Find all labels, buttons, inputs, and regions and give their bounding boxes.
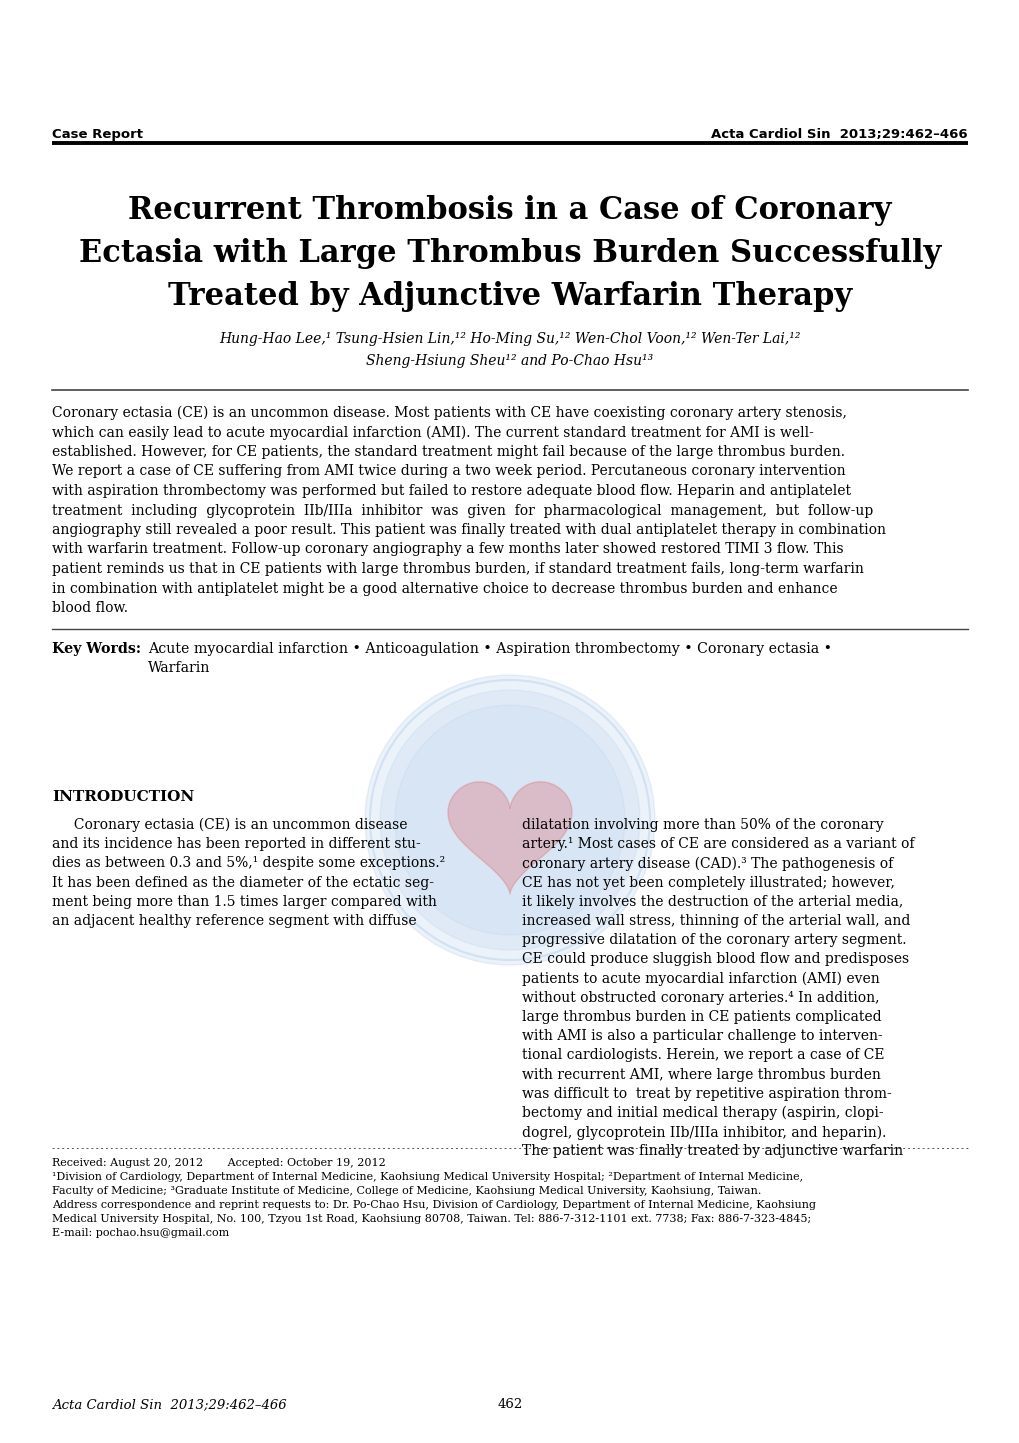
Text: Acta Cardiol Sin  2013;29:462–466: Acta Cardiol Sin 2013;29:462–466 bbox=[710, 128, 967, 141]
Text: coronary artery disease (CAD).³ The pathogenesis of: coronary artery disease (CAD).³ The path… bbox=[522, 856, 893, 870]
Text: Coronary ectasia (CE) is an uncommon disease: Coronary ectasia (CE) is an uncommon dis… bbox=[52, 818, 408, 833]
Text: Received: August 20, 2012       Accepted: October 19, 2012: Received: August 20, 2012 Accepted: Octo… bbox=[52, 1157, 385, 1167]
Text: dilatation involving more than 50% of the coronary: dilatation involving more than 50% of th… bbox=[522, 818, 882, 833]
Text: blood flow.: blood flow. bbox=[52, 600, 127, 615]
Polygon shape bbox=[447, 782, 572, 893]
Text: It has been defined as the diameter of the ectatic seg-: It has been defined as the diameter of t… bbox=[52, 876, 433, 889]
Text: increased wall stress, thinning of the arterial wall, and: increased wall stress, thinning of the a… bbox=[522, 913, 910, 928]
Text: Treated by Adjunctive Warfarin Therapy: Treated by Adjunctive Warfarin Therapy bbox=[168, 281, 851, 312]
Text: Acta Cardiol Sin  2013;29:462–466: Acta Cardiol Sin 2013;29:462–466 bbox=[52, 1398, 286, 1411]
Text: without obstructed coronary arteries.⁴ In addition,: without obstructed coronary arteries.⁴ I… bbox=[522, 991, 878, 1004]
Text: it likely involves the destruction of the arterial media,: it likely involves the destruction of th… bbox=[522, 895, 903, 909]
Text: dies as between 0.3 and 5%,¹ despite some exceptions.²: dies as between 0.3 and 5%,¹ despite som… bbox=[52, 856, 445, 870]
Text: which can easily lead to acute myocardial infarction (AMI). The current standard: which can easily lead to acute myocardia… bbox=[52, 426, 813, 440]
Text: established. However, for CE patients, the standard treatment might fail because: established. However, for CE patients, t… bbox=[52, 444, 844, 459]
Text: large thrombus burden in CE patients complicated: large thrombus burden in CE patients com… bbox=[522, 1010, 880, 1025]
Text: ment being more than 1.5 times larger compared with: ment being more than 1.5 times larger co… bbox=[52, 895, 436, 909]
Text: CE could produce sluggish blood flow and predisposes: CE could produce sluggish blood flow and… bbox=[522, 952, 908, 967]
Text: ¹Division of Cardiology, Department of Internal Medicine, Kaohsiung Medical Univ: ¹Division of Cardiology, Department of I… bbox=[52, 1172, 802, 1182]
Text: E-mail: pochao.hsu@gmail.com: E-mail: pochao.hsu@gmail.com bbox=[52, 1228, 229, 1238]
Text: in combination with antiplatelet might be a good alternative choice to decrease : in combination with antiplatelet might b… bbox=[52, 582, 837, 596]
Text: Faculty of Medicine; ³Graduate Institute of Medicine, College of Medicine, Kaohs: Faculty of Medicine; ³Graduate Institute… bbox=[52, 1186, 760, 1196]
Text: with warfarin treatment. Follow-up coronary angiography a few months later showe: with warfarin treatment. Follow-up coron… bbox=[52, 543, 843, 557]
Text: artery.¹ Most cases of CE are considered as a variant of: artery.¹ Most cases of CE are considered… bbox=[522, 837, 914, 851]
Text: Sheng-Hsiung Sheu¹² and Po-Chao Hsu¹³: Sheng-Hsiung Sheu¹² and Po-Chao Hsu¹³ bbox=[366, 354, 653, 368]
Text: treatment  including  glycoprotein  IIb/IIIa  inhibitor  was  given  for  pharma: treatment including glycoprotein IIb/III… bbox=[52, 504, 872, 518]
Text: progressive dilatation of the coronary artery segment.: progressive dilatation of the coronary a… bbox=[522, 934, 906, 947]
Text: Ectasia with Large Thrombus Burden Successfully: Ectasia with Large Thrombus Burden Succe… bbox=[78, 238, 941, 268]
Text: We report a case of CE suffering from AMI twice during a two week period. Percut: We report a case of CE suffering from AM… bbox=[52, 465, 845, 479]
Circle shape bbox=[365, 675, 654, 965]
Text: with aspiration thrombectomy was performed but failed to restore adequate blood : with aspiration thrombectomy was perform… bbox=[52, 483, 850, 498]
Text: was difficult to  treat by repetitive aspiration throm-: was difficult to treat by repetitive asp… bbox=[522, 1087, 891, 1101]
Text: Case Report: Case Report bbox=[52, 128, 143, 141]
Circle shape bbox=[380, 690, 639, 949]
Text: with AMI is also a particular challenge to interven-: with AMI is also a particular challenge … bbox=[522, 1029, 881, 1043]
Text: tional cardiologists. Herein, we report a case of CE: tional cardiologists. Herein, we report … bbox=[522, 1049, 883, 1062]
Text: an adjacent healthy reference segment with diffuse: an adjacent healthy reference segment wi… bbox=[52, 913, 416, 928]
Text: and its incidence has been reported in different stu-: and its incidence has been reported in d… bbox=[52, 837, 421, 851]
Text: 462: 462 bbox=[497, 1398, 522, 1411]
Text: Coronary ectasia (CE) is an uncommon disease. Most patients with CE have coexist: Coronary ectasia (CE) is an uncommon dis… bbox=[52, 405, 846, 420]
Text: The patient was finally treated by adjunctive warfarin: The patient was finally treated by adjun… bbox=[522, 1144, 902, 1159]
Text: bectomy and initial medical therapy (aspirin, clopi-: bectomy and initial medical therapy (asp… bbox=[522, 1105, 882, 1120]
Text: Key Words:: Key Words: bbox=[52, 642, 141, 657]
Text: Hung-Hao Lee,¹ Tsung-Hsien Lin,¹² Ho-Ming Su,¹² Wen-Chol Voon,¹² Wen-Ter Lai,¹²: Hung-Hao Lee,¹ Tsung-Hsien Lin,¹² Ho-Min… bbox=[219, 332, 800, 346]
Text: Warfarin: Warfarin bbox=[148, 661, 210, 674]
Text: angiography still revealed a poor result. This patient was finally treated with : angiography still revealed a poor result… bbox=[52, 522, 886, 537]
Text: Acute myocardial infarction • Anticoagulation • Aspiration thrombectomy • Corona: Acute myocardial infarction • Anticoagul… bbox=[148, 642, 832, 657]
Text: patient reminds us that in CE patients with large thrombus burden, if standard t: patient reminds us that in CE patients w… bbox=[52, 561, 863, 576]
Text: INTRODUCTION: INTRODUCTION bbox=[52, 789, 194, 804]
Circle shape bbox=[394, 706, 625, 935]
Text: Recurrent Thrombosis in a Case of Coronary: Recurrent Thrombosis in a Case of Corona… bbox=[128, 195, 891, 227]
Text: with recurrent AMI, where large thrombus burden: with recurrent AMI, where large thrombus… bbox=[522, 1068, 880, 1082]
Text: CE has not yet been completely illustrated; however,: CE has not yet been completely illustrat… bbox=[522, 876, 894, 889]
Text: dogrel, glycoprotein IIb/IIIa inhibitor, and heparin).: dogrel, glycoprotein IIb/IIIa inhibitor,… bbox=[522, 1126, 886, 1140]
Text: Address correspondence and reprint requests to: Dr. Po-Chao Hsu, Division of Car: Address correspondence and reprint reque… bbox=[52, 1201, 815, 1211]
Text: patients to acute myocardial infarction (AMI) even: patients to acute myocardial infarction … bbox=[522, 971, 878, 986]
Text: Medical University Hospital, No. 100, Tzyou 1st Road, Kaohsiung 80708, Taiwan. T: Medical University Hospital, No. 100, Tz… bbox=[52, 1214, 810, 1224]
